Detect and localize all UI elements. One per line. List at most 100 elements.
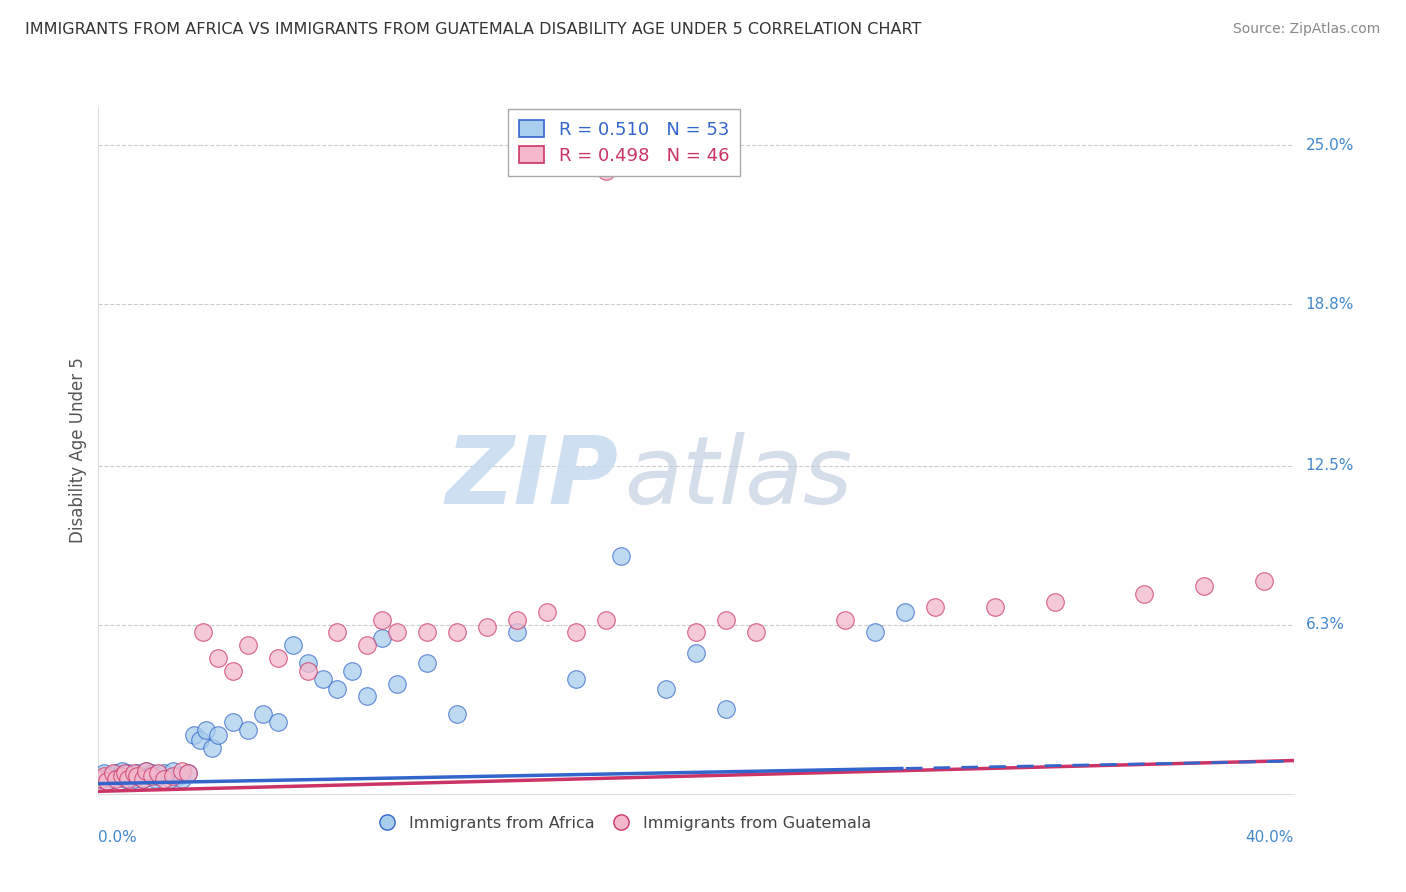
Point bbox=[90, 772, 112, 786]
Text: IMMIGRANTS FROM AFRICA VS IMMIGRANTS FROM GUATEMALA DISABILITY AGE UNDER 5 CORRE: IMMIGRANTS FROM AFRICA VS IMMIGRANTS FRO… bbox=[25, 22, 922, 37]
Point bbox=[177, 766, 200, 780]
Point bbox=[105, 772, 128, 786]
Point bbox=[385, 676, 409, 690]
Point bbox=[141, 769, 163, 783]
Point bbox=[865, 625, 887, 640]
Point bbox=[371, 631, 394, 645]
Point bbox=[195, 723, 218, 737]
Point bbox=[183, 728, 205, 742]
Point bbox=[326, 625, 349, 640]
Point bbox=[153, 772, 176, 786]
Point bbox=[114, 766, 136, 780]
Point bbox=[714, 613, 737, 627]
Point bbox=[111, 764, 134, 778]
Point bbox=[114, 772, 136, 786]
Point bbox=[356, 638, 378, 652]
Point bbox=[281, 638, 304, 652]
Point bbox=[120, 769, 142, 783]
Point bbox=[162, 764, 184, 778]
Point bbox=[252, 707, 274, 722]
Point bbox=[745, 625, 768, 640]
Point bbox=[267, 715, 290, 730]
Point bbox=[148, 769, 170, 783]
Point bbox=[177, 766, 200, 780]
Y-axis label: Disability Age Under 5: Disability Age Under 5 bbox=[69, 358, 87, 543]
Text: ZIP: ZIP bbox=[446, 432, 619, 524]
Point bbox=[356, 690, 378, 704]
Text: 40.0%: 40.0% bbox=[1246, 830, 1294, 845]
Point bbox=[371, 613, 394, 627]
Point bbox=[127, 769, 149, 783]
Point bbox=[135, 764, 157, 778]
Point bbox=[506, 613, 529, 627]
Point bbox=[595, 613, 617, 627]
Point bbox=[685, 646, 707, 660]
Point bbox=[1133, 587, 1156, 601]
Point bbox=[141, 766, 163, 780]
Point bbox=[148, 766, 170, 780]
Point bbox=[311, 672, 333, 686]
Point bbox=[342, 664, 364, 678]
Point bbox=[446, 625, 468, 640]
Point bbox=[108, 769, 131, 783]
Point bbox=[96, 774, 118, 789]
Point bbox=[127, 766, 149, 780]
Text: atlas: atlas bbox=[624, 433, 852, 524]
Point bbox=[416, 656, 439, 670]
Point bbox=[297, 656, 319, 670]
Point bbox=[172, 764, 194, 778]
Point bbox=[159, 772, 181, 786]
Point bbox=[1253, 574, 1275, 589]
Point bbox=[138, 769, 160, 783]
Point bbox=[1192, 579, 1215, 593]
Text: Source: ZipAtlas.com: Source: ZipAtlas.com bbox=[1233, 22, 1381, 37]
Point bbox=[124, 772, 146, 786]
Point bbox=[475, 620, 498, 634]
Point bbox=[162, 769, 184, 783]
Point bbox=[132, 772, 155, 786]
Point bbox=[326, 681, 349, 696]
Point bbox=[685, 625, 707, 640]
Point bbox=[93, 766, 115, 780]
Point bbox=[98, 769, 122, 783]
Point bbox=[105, 766, 128, 780]
Point bbox=[90, 772, 112, 786]
Text: 6.3%: 6.3% bbox=[1306, 617, 1344, 632]
Point bbox=[984, 599, 1007, 614]
Point bbox=[565, 625, 588, 640]
Point bbox=[297, 664, 319, 678]
Point bbox=[446, 707, 468, 722]
Text: 18.8%: 18.8% bbox=[1306, 297, 1354, 312]
Point bbox=[201, 740, 224, 755]
Point bbox=[153, 766, 176, 780]
Point bbox=[610, 549, 633, 563]
Point bbox=[124, 766, 146, 780]
Point bbox=[506, 625, 529, 640]
Point bbox=[595, 164, 617, 178]
Legend: Immigrants from Africa, Immigrants from Guatemala: Immigrants from Africa, Immigrants from … bbox=[371, 810, 877, 838]
Point bbox=[714, 702, 737, 716]
Point bbox=[96, 774, 118, 789]
Point bbox=[103, 772, 125, 786]
Text: 25.0%: 25.0% bbox=[1306, 138, 1354, 153]
Point bbox=[655, 681, 678, 696]
Point bbox=[536, 605, 558, 619]
Point bbox=[172, 772, 194, 786]
Point bbox=[236, 638, 259, 652]
Point bbox=[267, 651, 290, 665]
Point bbox=[129, 769, 152, 783]
Point bbox=[135, 764, 157, 778]
Point bbox=[132, 772, 155, 786]
Point bbox=[167, 769, 190, 783]
Point bbox=[222, 715, 245, 730]
Point bbox=[111, 769, 134, 783]
Point bbox=[188, 733, 211, 747]
Point bbox=[207, 728, 229, 742]
Point bbox=[834, 613, 856, 627]
Point bbox=[385, 625, 409, 640]
Point bbox=[207, 651, 229, 665]
Point bbox=[924, 599, 946, 614]
Point bbox=[103, 766, 125, 780]
Text: 12.5%: 12.5% bbox=[1306, 458, 1354, 474]
Point bbox=[222, 664, 245, 678]
